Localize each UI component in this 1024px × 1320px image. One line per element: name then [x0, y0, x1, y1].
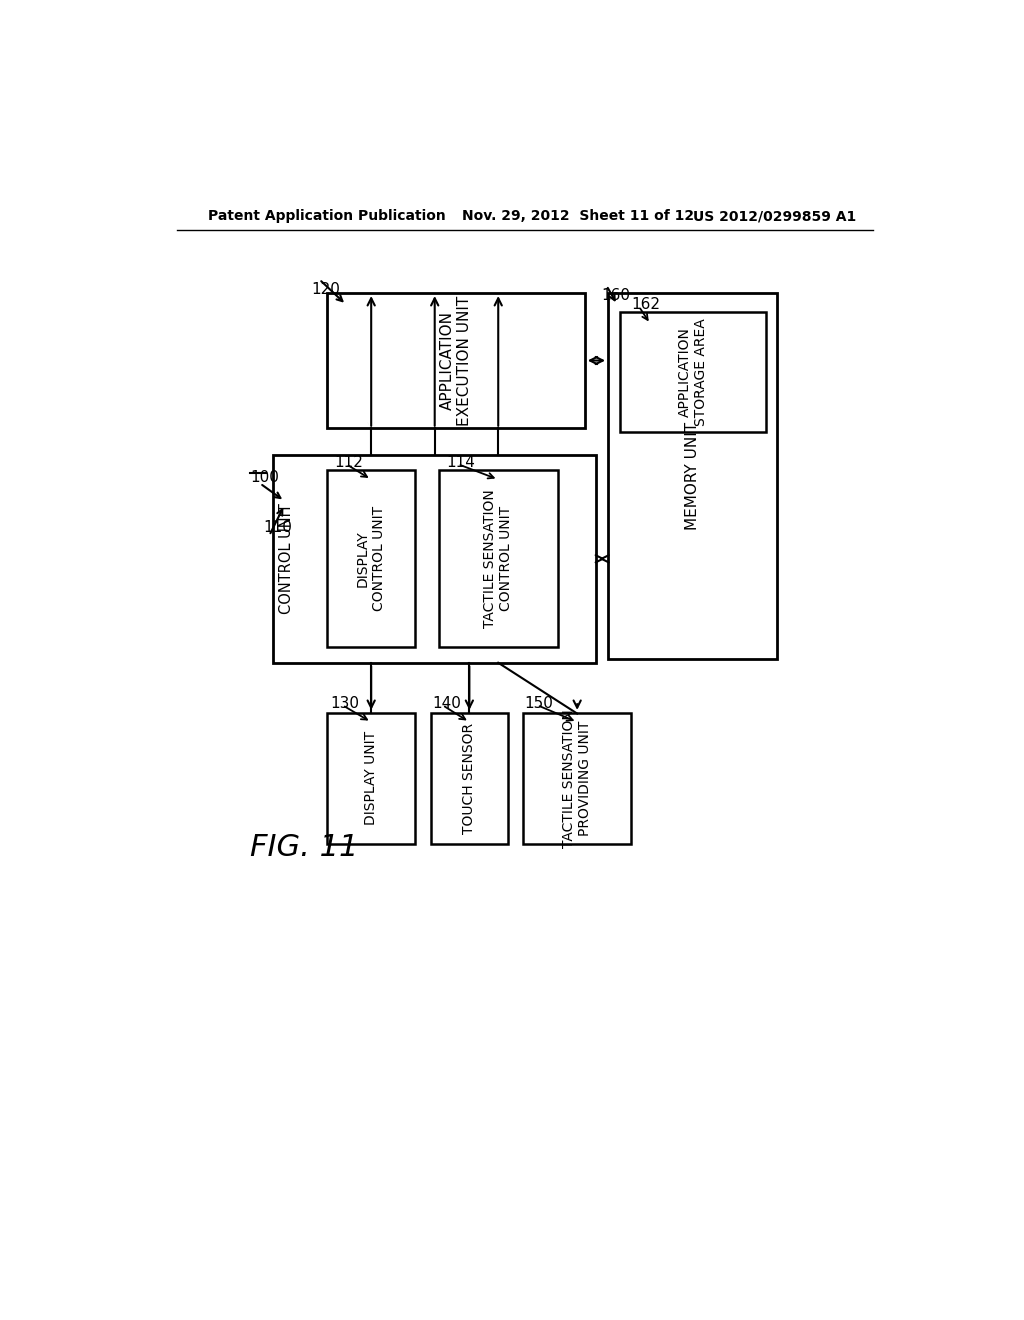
Text: APPLICATION
EXECUTION UNIT: APPLICATION EXECUTION UNIT — [439, 296, 472, 425]
Text: 114: 114 — [446, 455, 475, 470]
Text: 112: 112 — [335, 455, 364, 470]
Text: DISPLAY UNIT: DISPLAY UNIT — [365, 731, 378, 825]
Text: 130: 130 — [331, 696, 359, 711]
Text: TOUCH SENSOR: TOUCH SENSOR — [463, 722, 476, 834]
Text: DISPLAY
CONTROL UNIT: DISPLAY CONTROL UNIT — [356, 507, 386, 611]
Text: 120: 120 — [311, 281, 340, 297]
Text: Patent Application Publication: Patent Application Publication — [208, 209, 445, 223]
Text: 150: 150 — [524, 696, 554, 711]
Bar — [438, 470, 558, 647]
Bar — [327, 293, 585, 428]
Text: 140: 140 — [432, 696, 461, 711]
Bar — [273, 455, 596, 663]
Text: 100: 100 — [250, 470, 279, 486]
Text: US 2012/0299859 A1: US 2012/0299859 A1 — [692, 209, 856, 223]
Bar — [608, 293, 777, 659]
Text: APPLICATION
STORAGE AREA: APPLICATION STORAGE AREA — [678, 318, 708, 426]
Text: MEMORY UNIT: MEMORY UNIT — [685, 422, 700, 531]
Text: 110: 110 — [263, 520, 292, 536]
Text: Nov. 29, 2012  Sheet 11 of 12: Nov. 29, 2012 Sheet 11 of 12 — [462, 209, 694, 223]
Bar — [523, 713, 631, 843]
Bar — [327, 713, 416, 843]
Text: 160: 160 — [602, 288, 631, 304]
Text: TACTILE SENSATION
CONTROL UNIT: TACTILE SENSATION CONTROL UNIT — [483, 490, 513, 628]
Bar — [327, 470, 416, 647]
Text: 162: 162 — [631, 297, 660, 313]
Text: TACTILE SENSATION
PROVIDING UNIT: TACTILE SENSATION PROVIDING UNIT — [562, 709, 592, 847]
Bar — [431, 713, 508, 843]
Bar — [620, 313, 766, 432]
Text: CONTROL UNIT: CONTROL UNIT — [280, 503, 294, 614]
Text: FIG. 11: FIG. 11 — [250, 833, 358, 862]
